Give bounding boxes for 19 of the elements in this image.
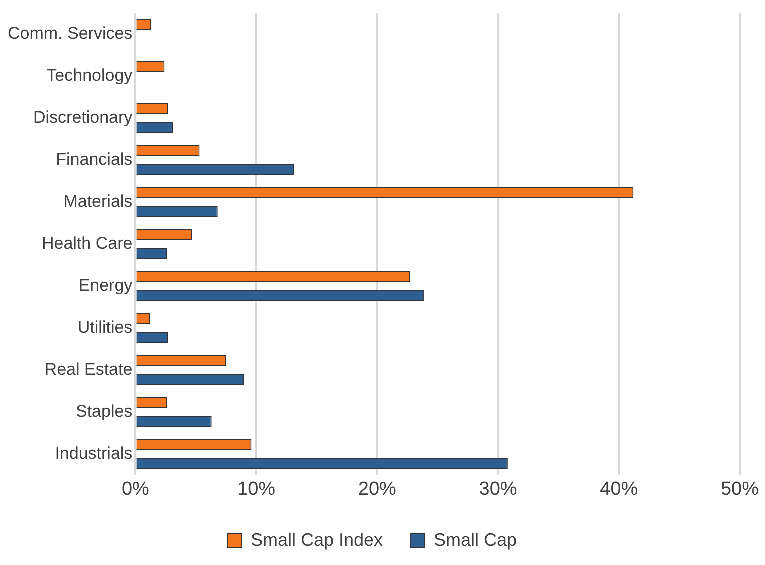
- x-tick-label: 50%: [720, 478, 760, 500]
- y-tick-label: Staples: [76, 402, 133, 421]
- y-tick-label: Real Estate: [44, 360, 133, 379]
- y-tick-label: Materials: [64, 192, 133, 211]
- legend-label: Small Cap: [434, 530, 518, 550]
- y-tick-label: Industrials: [55, 444, 133, 463]
- y-tick-label: Technology: [46, 66, 134, 85]
- x-tick-label: 0%: [122, 478, 150, 500]
- x-tick-label: 20%: [358, 478, 397, 500]
- y-tick-label: Health Care: [42, 234, 133, 253]
- x-tick-label: 40%: [600, 478, 638, 500]
- y-tick-label: Comm. Services: [8, 24, 133, 43]
- x-tick-label: 30%: [479, 478, 518, 500]
- y-tick-label: Financials: [56, 150, 133, 169]
- y-tick-label: Energy: [78, 276, 134, 295]
- legend-label: Small Cap Index: [250, 530, 384, 550]
- y-tick-label: Discretionary: [33, 108, 134, 127]
- x-tick-label: 10%: [238, 478, 276, 500]
- y-tick-label: Utilities: [78, 318, 133, 337]
